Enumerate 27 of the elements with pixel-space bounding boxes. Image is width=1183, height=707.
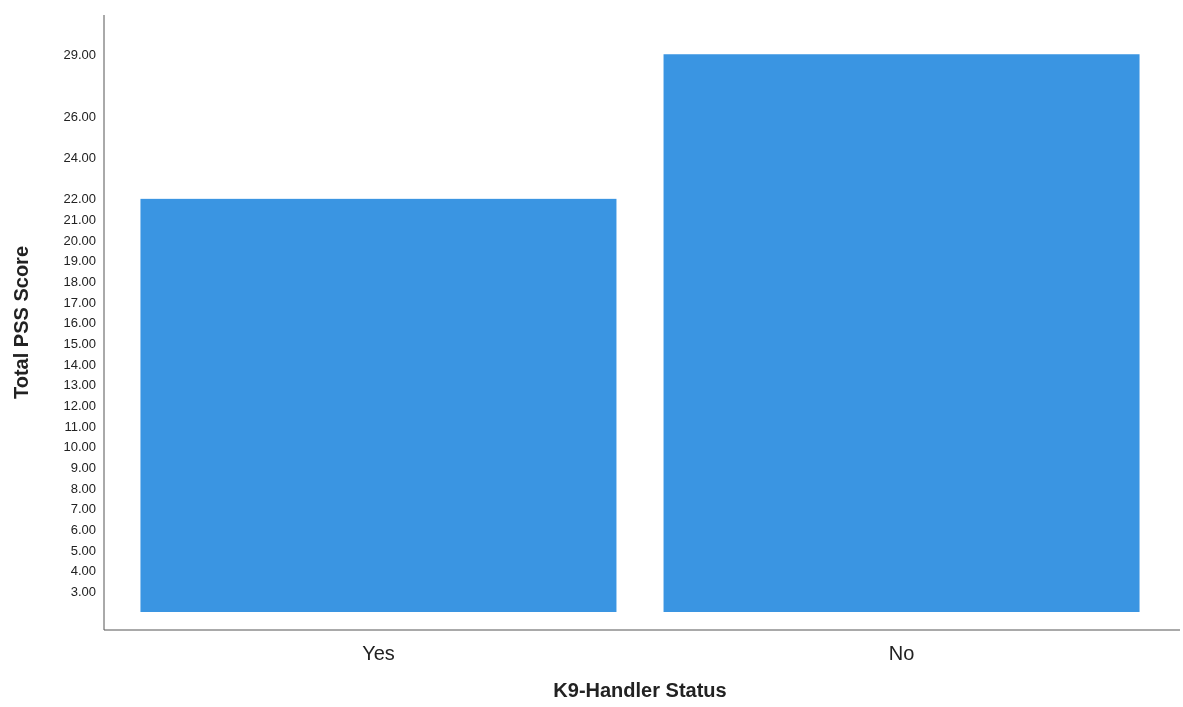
y-tick-label: 13.00 xyxy=(63,377,96,393)
y-tick-label: 3.00 xyxy=(70,583,96,599)
y-tick-label: 22.00 xyxy=(63,191,96,207)
y-tick-label: 15.00 xyxy=(63,336,96,351)
y-tick-label: 20.00 xyxy=(63,232,96,248)
y-tick-label: 21.00 xyxy=(63,212,96,228)
y-tick-label: 16.00 xyxy=(63,315,96,331)
y-tick-label: 12.00 xyxy=(63,397,96,413)
y-tick-label: 19.00 xyxy=(63,253,96,269)
y-tick-label: 17.00 xyxy=(63,294,96,310)
y-tick-label: 4.00 xyxy=(70,563,96,579)
x-tick-label: No xyxy=(888,642,915,664)
y-tick-label: 24.00 xyxy=(63,150,96,166)
y-tick-label: 26.00 xyxy=(63,108,96,124)
y-tick-label: 8.00 xyxy=(70,480,96,496)
y-tick-label: 14.00 xyxy=(63,356,96,372)
y-tick-label: 11.00 xyxy=(64,418,96,434)
x-axis-title: K9-Handler Status xyxy=(553,679,727,701)
y-tick-label: 5.00 xyxy=(70,542,96,558)
y-axis-title: Total PSS Score xyxy=(10,245,32,400)
y-tick-label: 7.00 xyxy=(70,501,96,517)
y-tick-label: 6.00 xyxy=(70,521,96,537)
x-tick-label: Yes xyxy=(362,642,395,664)
y-tick-label: 29.00 xyxy=(63,46,96,62)
y-tick-label: 18.00 xyxy=(63,274,96,290)
y-tick-label: 10.00 xyxy=(63,439,96,455)
y-tick-label: 9.00 xyxy=(70,459,96,475)
